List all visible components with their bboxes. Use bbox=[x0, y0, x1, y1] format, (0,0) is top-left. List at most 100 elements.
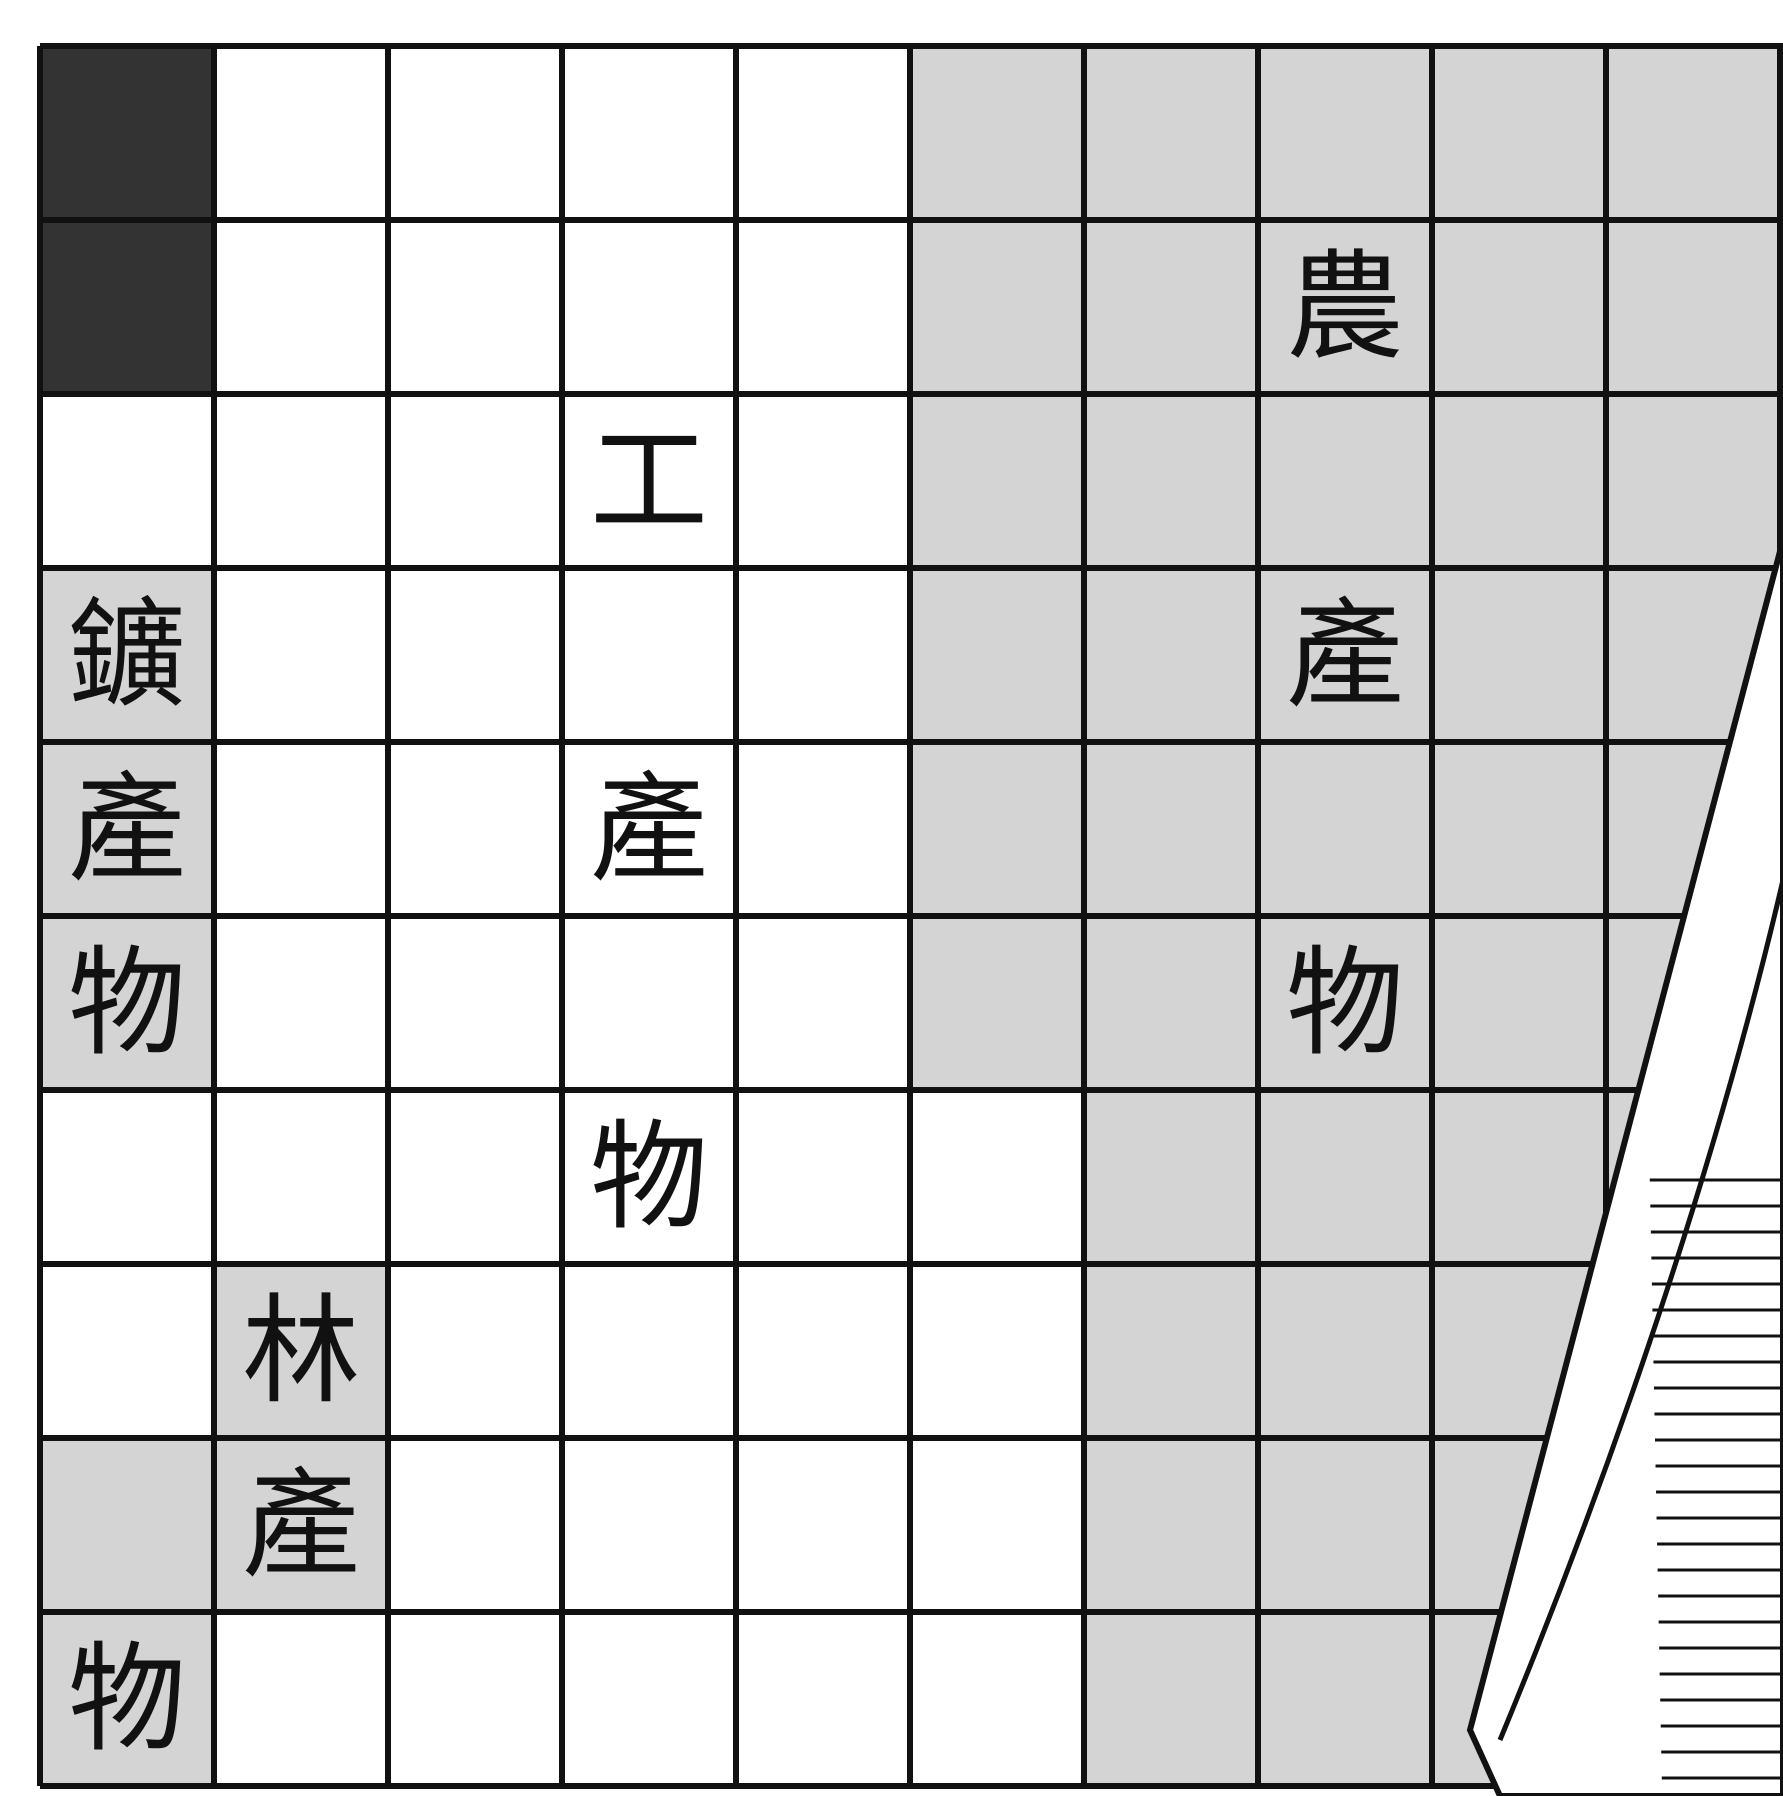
cell bbox=[1258, 568, 1432, 742]
cell-label: 物 bbox=[590, 1108, 708, 1246]
cell bbox=[562, 916, 736, 1090]
cell bbox=[910, 916, 1084, 1090]
cell bbox=[1606, 220, 1780, 394]
cell bbox=[40, 394, 214, 568]
cell bbox=[1084, 1438, 1258, 1612]
cell bbox=[388, 1612, 562, 1786]
cell bbox=[1258, 742, 1432, 916]
cell bbox=[736, 742, 910, 916]
cell bbox=[910, 220, 1084, 394]
cell bbox=[1084, 1264, 1258, 1438]
cell bbox=[1084, 1612, 1258, 1786]
cell-label: 鑛 bbox=[68, 586, 186, 724]
cell bbox=[1432, 220, 1606, 394]
cell bbox=[562, 46, 736, 220]
cell bbox=[214, 1264, 388, 1438]
cell bbox=[1084, 46, 1258, 220]
cell bbox=[1258, 1612, 1432, 1786]
cell bbox=[736, 220, 910, 394]
cell bbox=[910, 46, 1084, 220]
cell-label: 物 bbox=[1286, 934, 1404, 1072]
cell bbox=[1084, 394, 1258, 568]
cell bbox=[1258, 220, 1432, 394]
cell bbox=[1258, 1264, 1432, 1438]
cell bbox=[388, 220, 562, 394]
cell bbox=[388, 742, 562, 916]
cell bbox=[562, 1090, 736, 1264]
cell bbox=[40, 568, 214, 742]
cell bbox=[214, 220, 388, 394]
cell bbox=[388, 46, 562, 220]
cell bbox=[1258, 1438, 1432, 1612]
curl-sheet bbox=[1466, 539, 1783, 1796]
cell bbox=[1084, 568, 1258, 742]
cell bbox=[214, 1612, 388, 1786]
cell bbox=[1258, 1090, 1432, 1264]
cell bbox=[562, 1438, 736, 1612]
cell bbox=[1432, 46, 1606, 220]
cell bbox=[388, 1090, 562, 1264]
cell bbox=[736, 916, 910, 1090]
cell bbox=[910, 1438, 1084, 1612]
cell-label: 物 bbox=[68, 1630, 186, 1768]
cell bbox=[736, 1090, 910, 1264]
curl-hatching bbox=[1649, 1178, 1783, 1780]
cell-label: 林 bbox=[242, 1282, 360, 1420]
cell bbox=[736, 1264, 910, 1438]
cell bbox=[910, 568, 1084, 742]
cell bbox=[388, 1264, 562, 1438]
cell bbox=[1084, 742, 1258, 916]
cell bbox=[40, 220, 214, 394]
cell bbox=[1258, 394, 1432, 568]
cell bbox=[1606, 46, 1780, 220]
cell bbox=[910, 1612, 1084, 1786]
cell bbox=[736, 568, 910, 742]
cell bbox=[1258, 916, 1432, 1090]
cell bbox=[1432, 394, 1606, 568]
page-curl bbox=[1466, 539, 1783, 1796]
cell-label: 物 bbox=[68, 934, 186, 1072]
cell bbox=[562, 394, 736, 568]
cell bbox=[214, 394, 388, 568]
cell bbox=[1258, 46, 1432, 220]
cell bbox=[388, 1438, 562, 1612]
cell bbox=[40, 1264, 214, 1438]
cell bbox=[736, 394, 910, 568]
cell bbox=[40, 1612, 214, 1786]
cell bbox=[736, 46, 910, 220]
cell bbox=[214, 1090, 388, 1264]
cell bbox=[214, 916, 388, 1090]
cell bbox=[1606, 394, 1780, 568]
cell bbox=[1432, 568, 1606, 742]
cell bbox=[388, 568, 562, 742]
cell bbox=[40, 742, 214, 916]
grid-lines bbox=[37, 43, 1783, 1789]
cell bbox=[562, 1612, 736, 1786]
cell bbox=[40, 1090, 214, 1264]
cell bbox=[1432, 742, 1606, 916]
cells bbox=[40, 46, 1780, 1786]
cell bbox=[214, 568, 388, 742]
cell bbox=[562, 568, 736, 742]
cell bbox=[1084, 220, 1258, 394]
cell bbox=[1432, 1090, 1606, 1264]
cell bbox=[40, 46, 214, 220]
cell bbox=[388, 916, 562, 1090]
cell bbox=[1432, 916, 1606, 1090]
cell bbox=[562, 1264, 736, 1438]
cell bbox=[214, 742, 388, 916]
cell bbox=[910, 1090, 1084, 1264]
cell bbox=[1084, 916, 1258, 1090]
cell bbox=[1084, 1090, 1258, 1264]
cell bbox=[214, 1438, 388, 1612]
cell-label: 產 bbox=[68, 760, 186, 898]
curl-edge bbox=[1497, 879, 1783, 1741]
cell-label: 農 bbox=[1286, 238, 1404, 376]
cell bbox=[562, 220, 736, 394]
cell bbox=[214, 46, 388, 220]
cell bbox=[388, 394, 562, 568]
cell-label: 工 bbox=[590, 412, 708, 550]
